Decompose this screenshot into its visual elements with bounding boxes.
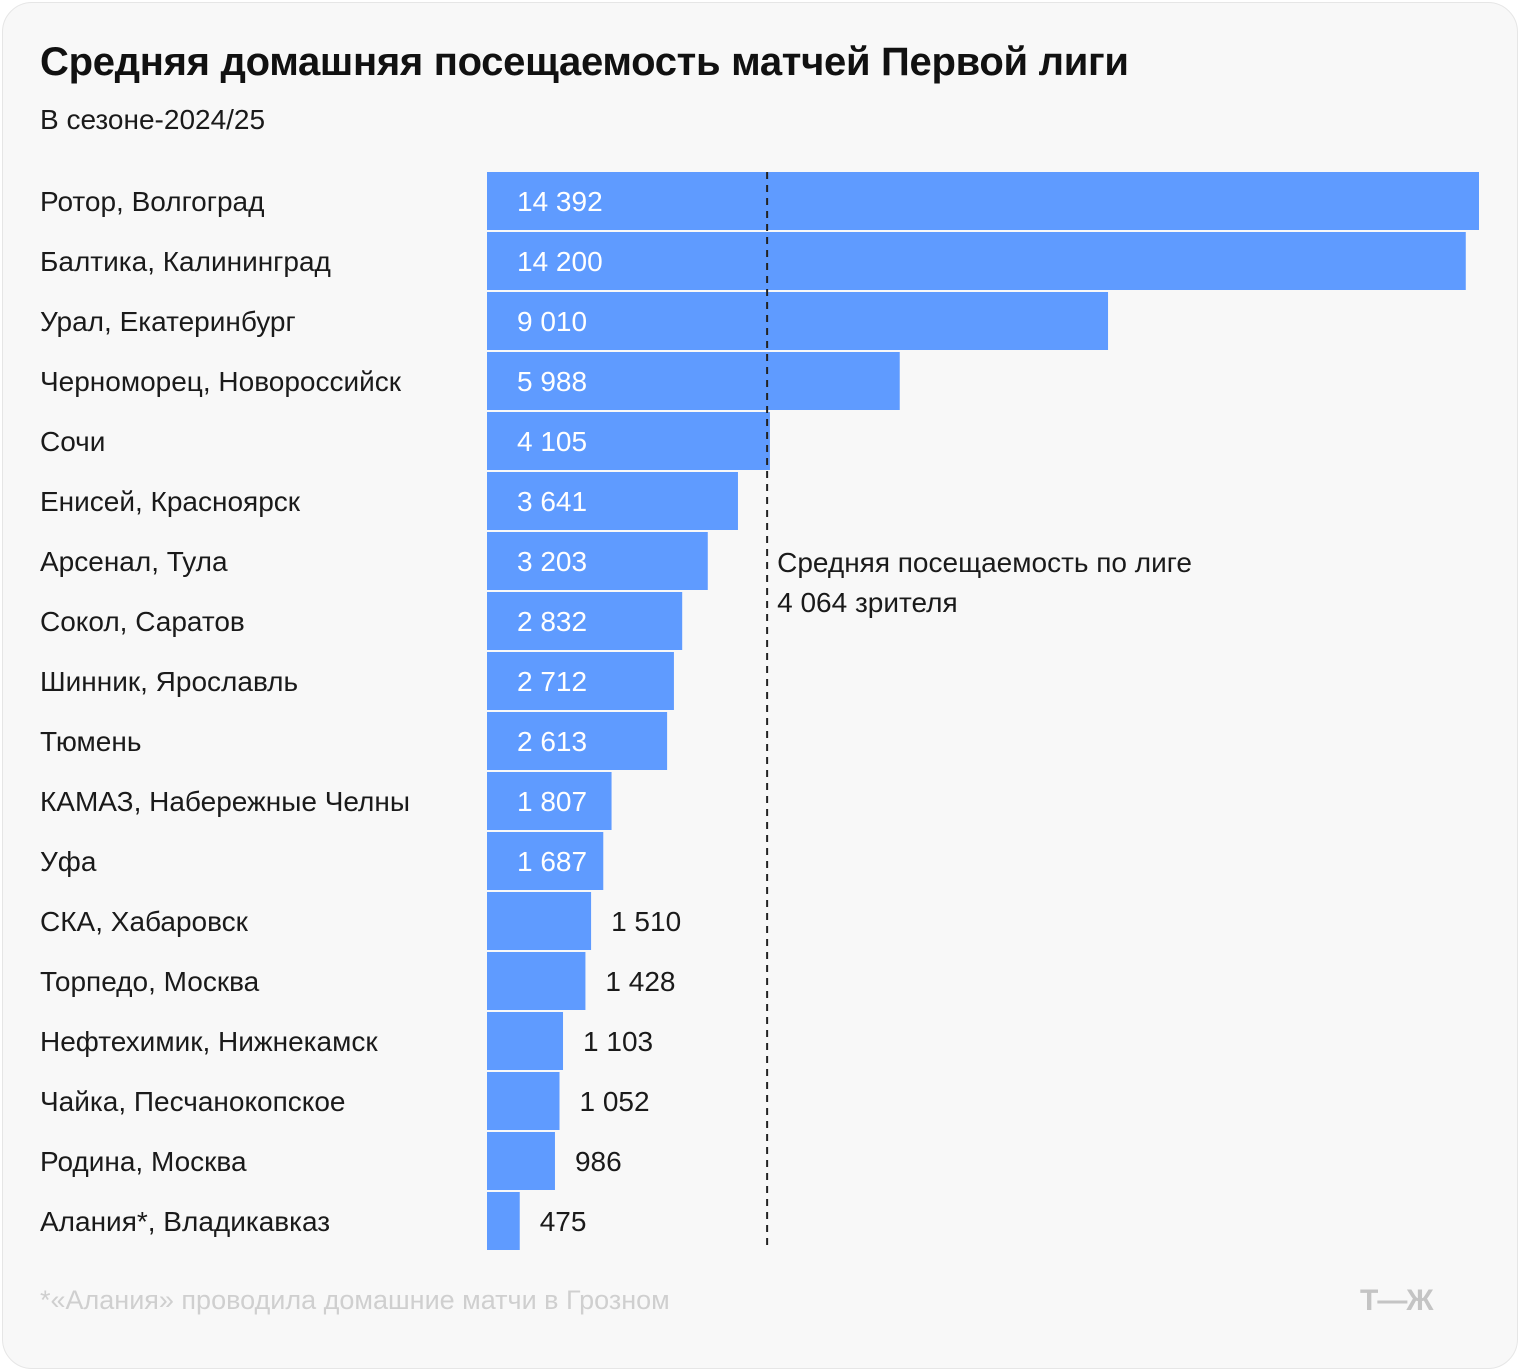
value-label: 2 613: [517, 726, 587, 757]
category-label: Уфа: [40, 846, 97, 877]
chart-subtitle: В сезоне-2024/25: [40, 104, 266, 135]
value-label: 3 641: [517, 486, 587, 517]
value-label: 1 510: [611, 906, 681, 937]
average-label-line1: Средняя посещаемость по лиге: [777, 547, 1192, 578]
value-label: 2 712: [517, 666, 587, 697]
bar: [487, 952, 586, 1010]
bar: [487, 172, 1479, 230]
category-label: Алания*, Владикавказ: [40, 1206, 330, 1237]
category-label: Сочи: [40, 426, 105, 457]
category-label: Нефтехимик, Нижнекамск: [40, 1026, 378, 1057]
bar: [487, 232, 1466, 290]
value-label: 14 392: [517, 186, 603, 217]
category-label: КАМАЗ, Набережные Челны: [40, 786, 410, 817]
bar: [487, 1192, 520, 1250]
bar: [487, 832, 604, 890]
bar: [487, 472, 738, 530]
category-label: Енисей, Красноярск: [40, 486, 301, 517]
category-label: Балтика, Калининград: [40, 246, 331, 277]
value-label: 1 687: [517, 846, 587, 877]
bar: [487, 772, 612, 830]
bar: [487, 892, 592, 950]
bar: [487, 1132, 555, 1190]
brand-logo: Т—Ж: [1360, 1284, 1433, 1317]
bar: [487, 292, 1109, 350]
value-label: 9 010: [517, 306, 587, 337]
category-label: Черноморец, Новороссийск: [40, 366, 402, 397]
average-label-line2: 4 064 зрителя: [777, 587, 958, 618]
value-label: 3 203: [517, 546, 587, 577]
bars-layer: Ротор, Волгоград 14 392 Балтика, Калинингр…: [40, 172, 1479, 1250]
reference-layer: Средняя посещаемость по лиге 4 064 зрител…: [766, 172, 1192, 1250]
category-label: Сокол, Саратов: [40, 606, 245, 637]
value-label: 1 052: [580, 1086, 650, 1117]
bar: [487, 1072, 560, 1130]
category-label: Урал, Екатеринбург: [40, 306, 296, 337]
footnote: *«Алания» проводила домашние матчи в Гро…: [40, 1285, 670, 1315]
bar: [487, 352, 900, 410]
value-label: 1 428: [605, 966, 675, 997]
category-label: Чайка, Песчанокопское: [40, 1086, 345, 1117]
value-label: 475: [540, 1206, 587, 1237]
bar: [487, 592, 683, 650]
value-label: 5 988: [517, 366, 587, 397]
value-label: 1 807: [517, 786, 587, 817]
value-label: 4 105: [517, 426, 587, 457]
value-label: 14 200: [517, 246, 603, 277]
category-label: Тюмень: [40, 726, 141, 757]
value-label: 986: [575, 1146, 622, 1177]
category-label: Ротор, Волгоград: [40, 186, 264, 217]
category-label: Торпедо, Москва: [40, 966, 260, 997]
category-label: СКА, Хабаровск: [40, 906, 249, 937]
category-label: Шинник, Ярославль: [40, 666, 298, 697]
bar: [487, 652, 674, 710]
bar: [487, 412, 770, 470]
chart-title: Средняя домашняя посещаемость матчей Пер…: [40, 40, 1129, 84]
value-label: 1 103: [583, 1026, 653, 1057]
bar: [487, 532, 708, 590]
category-label: Родина, Москва: [40, 1146, 247, 1177]
bar: [487, 712, 668, 770]
value-label: 2 832: [517, 606, 587, 637]
category-label: Арсенал, Тула: [40, 546, 228, 577]
bar: [487, 1012, 564, 1070]
